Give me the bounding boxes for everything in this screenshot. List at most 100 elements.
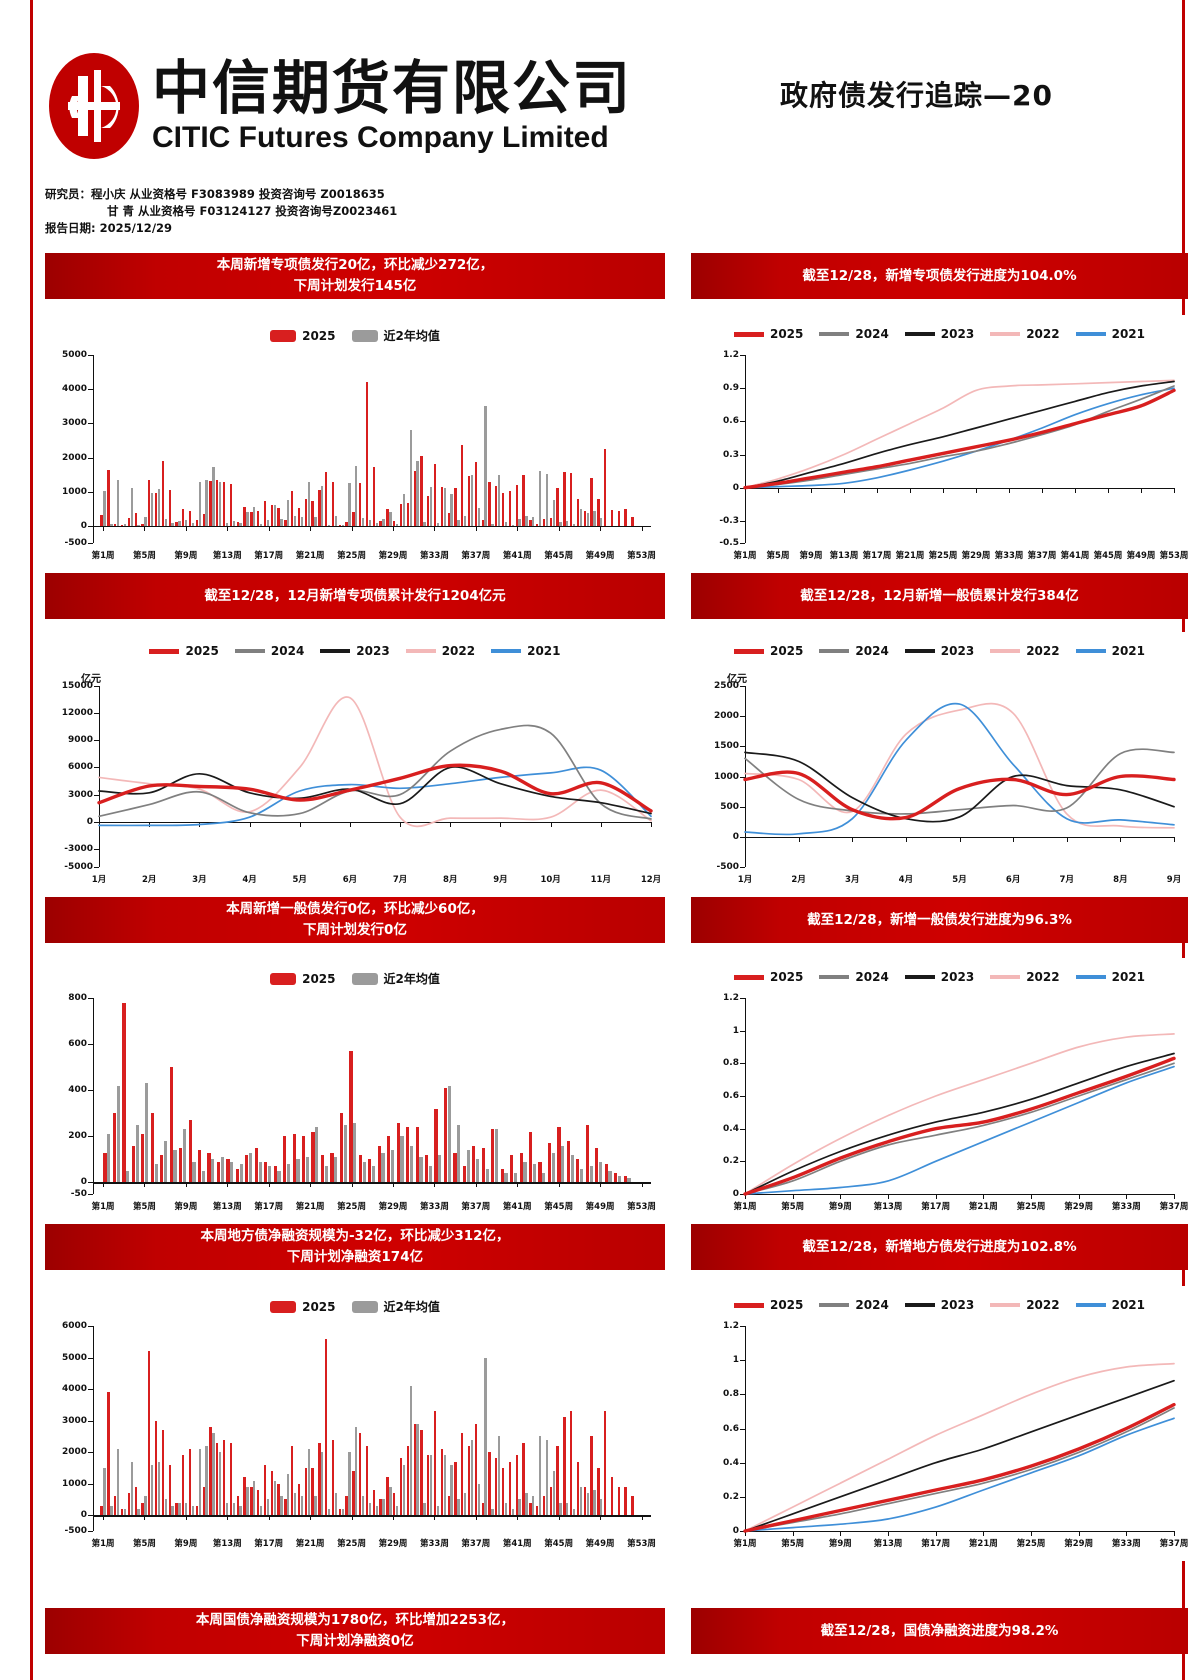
bar-2025 [195,1505,199,1516]
x-axis-line [745,1531,1174,1533]
bar-2025 [379,1499,382,1516]
bar-2yr-avg [280,1496,283,1516]
legend-item-2025: 2025 [733,644,803,658]
bar-2yr-avg [123,1508,127,1516]
bar-2yr-avg [185,1502,188,1516]
x-tick-mark [103,1515,105,1521]
bar-2yr-avg [273,1480,276,1516]
bar-2yr-avg [390,1150,395,1183]
x-axis-tick: 1月 [737,875,753,885]
legend-label: 2023 [940,644,975,658]
bar-2025 [359,482,362,526]
bar-2025 [556,487,559,526]
y-axis-tick: 0.2 [723,1491,739,1502]
bar-2025 [229,1442,233,1516]
bar-2025 [597,498,600,526]
x-axis-tick: 第13周 [212,551,242,561]
x-axis-tick: 第9周 [174,1539,198,1549]
x-axis-tick: 第45周 [1093,551,1123,561]
chart-special-bond-monthly: 2025 2024 2023 2022 2021 亿元 -5000 -3000 0 3000 600… [45,632,665,897]
banner-line-1: 截至12/28，国债净融资进度为98.2% [820,1622,1059,1639]
bar-2yr-avg [457,1124,461,1183]
bar-2yr-avg [566,1502,569,1516]
bar-2yr-avg [484,1357,487,1516]
bar-2025 [604,449,607,526]
x-axis-tick: 第21周 [968,1202,998,1212]
bar-2yr-avg [511,1508,514,1516]
x-axis-tick: 第13周 [212,1539,242,1549]
bar-2yr-avg [267,1166,272,1183]
x-tick-mark [434,1515,436,1521]
bar-2025 [379,521,382,526]
legend-item-2025: 2025 [149,644,219,658]
bar-2yr-avg [293,515,297,526]
legend-label: 2023 [940,327,975,341]
bar-2025 [538,1161,542,1183]
x-tick-mark [392,525,394,531]
bar-2025 [576,1461,580,1516]
bar-2025 [236,521,239,526]
x-axis-tick: 第5周 [132,1539,156,1549]
legend-item-2023: 2023 [320,644,390,658]
bar-2025 [393,1493,396,1516]
bar-2yr-avg [287,1474,290,1516]
analyst-line-1: 研究员：程小庆 从业资格号 F3083989 投资咨询号 Z0018635 [45,187,385,201]
y-tick-mark [94,867,99,868]
x-tick-mark [434,525,436,531]
legend-label: 2022 [441,644,476,658]
x-tick-mark [1120,836,1122,842]
y-axis-line [99,686,101,867]
bar-2yr-avg [457,520,460,526]
x-axis-tick: 第37周 [461,1539,491,1549]
bar-2yr-avg [476,1159,480,1183]
bar-2025 [112,1113,117,1183]
x-axis-tick: 第29周 [1064,1539,1094,1549]
x-axis-tick: 第17周 [254,551,284,561]
x-tick-mark [103,525,105,531]
bar-2yr-avg [144,1496,147,1516]
bar-2025 [331,481,335,526]
bar-2025 [617,510,620,526]
bar-2025 [427,1455,430,1516]
y-axis-tick: 0 [732,831,739,842]
y-axis-tick: 0.9 [723,383,739,394]
legend-swatch-icon [351,972,378,985]
legend-item-2022: 2022 [405,644,476,658]
x-tick-mark [1031,1531,1032,1536]
bar-2yr-avg [151,493,154,526]
y-tick-mark [88,525,93,527]
bar-2025 [330,1152,334,1183]
bar-2yr-avg [107,1134,111,1183]
x-tick-mark [392,1182,394,1188]
bar-2yr-avg [504,1502,508,1516]
x-tick-mark [641,1515,643,1521]
chart-local-bond-progress: 2025 2024 2023 2022 2021 0 0.2 0.4 0.6 0.8 1 1.2 第1周… [691,1286,1188,1561]
x-tick-mark [351,1182,353,1188]
chart-general-bond-weekly: 2025 近2年均值 -50 0 200 400 600 800 第1周 第5周 第9周 第13周 第1… [45,958,665,1224]
x-axis-tick: 第13周 [212,1202,242,1212]
legend-item-近2年均值: 近2年均值 [351,1298,440,1315]
legend-item-2025: 2025 [270,1300,336,1314]
bar-2025 [510,1154,514,1183]
bar-2025 [406,503,410,526]
x-tick-mark [149,821,151,827]
bar-2025 [495,485,498,526]
bar-2yr-avg [334,516,338,526]
bar-2025 [508,490,512,526]
bar-2yr-avg [321,1452,324,1516]
bar-2025 [243,507,246,526]
legend-item-2023: 2023 [904,970,974,984]
legend-line-icon [819,975,850,979]
y-axis-tick: 600 [68,1039,87,1050]
y-tick-mark [740,776,745,778]
bar-2025 [623,1175,627,1183]
bar-2025 [393,520,396,526]
y-axis-tick: 0.2 [723,1156,739,1167]
y-tick-mark [740,1531,745,1532]
banner-line-1: 截至12/28，新增一般债发行进度为96.3% [807,911,1072,928]
x-tick-mark [310,1515,312,1521]
bar-2025 [141,523,144,526]
y-axis-tick: 3000 [67,789,93,800]
bar-2025 [292,1134,296,1183]
bar-2yr-avg [443,1455,446,1516]
